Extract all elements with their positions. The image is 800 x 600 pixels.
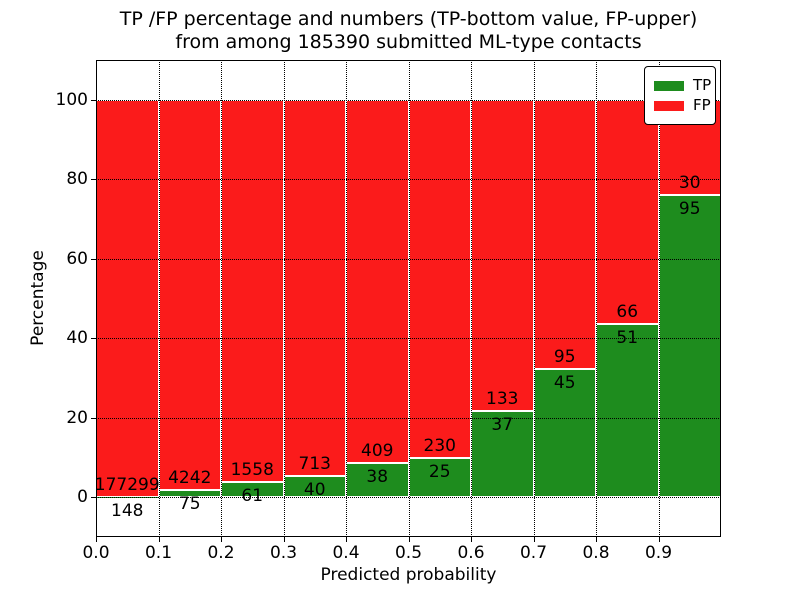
y-tick-mark xyxy=(91,258,96,260)
gridline-vertical xyxy=(596,60,597,537)
fp-count-label: 4242 xyxy=(168,468,212,489)
gridline-vertical xyxy=(283,60,285,537)
legend-label-fp: FP xyxy=(693,96,711,114)
x-tick-mark xyxy=(471,537,472,542)
fp-bar-segment xyxy=(596,99,659,324)
x-tick-mark xyxy=(408,537,410,542)
legend-item-tp: TP xyxy=(654,77,711,94)
x-tick-label: 0.2 xyxy=(207,543,235,563)
tp-count-label: 45 xyxy=(553,373,576,394)
chart-title: TP /FP percentage and numbers (TP-bottom… xyxy=(96,8,721,54)
y-tick-label: 100 xyxy=(55,89,88,110)
x-axis-label: Predicted probability xyxy=(320,565,497,585)
x-tick-label: 0.3 xyxy=(269,543,298,563)
fp-bar-segment xyxy=(471,99,534,411)
fp-bar-segment xyxy=(408,99,471,459)
y-tick-mark xyxy=(91,338,96,340)
chart-title-line2: from among 185390 submitted ML-type cont… xyxy=(175,31,642,53)
x-tick-mark xyxy=(533,537,535,542)
x-tick-label: 0.5 xyxy=(394,543,423,563)
legend-label-tp: TP xyxy=(693,76,712,94)
fp-bar-segment xyxy=(158,99,221,491)
x-tick-mark xyxy=(346,537,347,542)
x-tick-label: 0.4 xyxy=(332,543,360,563)
tp-color-swatch xyxy=(654,80,684,91)
gridline-vertical xyxy=(221,60,222,537)
tp-count-label: 51 xyxy=(616,327,639,348)
y-tick-label: 0 xyxy=(77,487,88,508)
x-tick-mark xyxy=(158,537,160,542)
gridline-vertical xyxy=(408,60,410,537)
fp-count-label: 409 xyxy=(361,441,394,462)
x-tick-label: 0.6 xyxy=(457,543,485,563)
fp-bar-segment xyxy=(346,99,409,464)
fp-count-label: 95 xyxy=(553,347,576,368)
fp-bar-segment xyxy=(283,99,346,477)
x-tick-label: 0.9 xyxy=(644,543,673,563)
x-tick-label: 0.0 xyxy=(82,543,110,563)
tp-count-label: 37 xyxy=(491,414,514,435)
x-tick-mark xyxy=(596,537,597,542)
fp-count-label: 713 xyxy=(298,454,331,475)
gridline-vertical xyxy=(533,60,535,537)
gridline-vertical xyxy=(471,60,472,537)
fp-count-label: 30 xyxy=(678,173,701,194)
tp-count-label: 148 xyxy=(111,500,144,521)
fp-color-swatch xyxy=(654,100,684,111)
y-tick-mark xyxy=(91,497,96,499)
y-tick-label: 80 xyxy=(66,169,88,190)
y-tick-label: 20 xyxy=(66,407,88,428)
fp-count-label: 66 xyxy=(616,301,639,322)
legend-item-fp: FP xyxy=(654,97,711,114)
fp-count-label: 133 xyxy=(486,388,519,409)
x-tick-mark xyxy=(96,537,97,542)
gridline-vertical xyxy=(658,60,660,537)
tp-count-label: 95 xyxy=(678,199,701,220)
fp-count-label: 1558 xyxy=(230,460,274,481)
tp-count-label: 38 xyxy=(366,467,389,488)
tp-count-label: 61 xyxy=(241,486,264,507)
tp-count-label: 40 xyxy=(303,480,326,501)
y-tick-label: 60 xyxy=(66,248,88,269)
tp-count-label: 75 xyxy=(178,494,201,515)
x-tick-label: 0.7 xyxy=(519,543,548,563)
x-tick-mark xyxy=(283,537,285,542)
y-tick-mark xyxy=(91,179,96,181)
gridline-vertical xyxy=(158,60,160,537)
y-tick-mark xyxy=(91,417,96,419)
fp-count-label: 230 xyxy=(423,436,456,457)
y-tick-label: 40 xyxy=(66,328,88,349)
tp-bar-segment xyxy=(533,369,596,498)
fp-count-label: 177299 xyxy=(94,474,160,495)
chart-title-line1: TP /FP percentage and numbers (TP-bottom… xyxy=(119,8,698,30)
tp-count-label: 25 xyxy=(428,462,451,483)
x-tick-label: 0.8 xyxy=(582,543,610,563)
tp-bar-segment xyxy=(408,458,471,498)
gridline-vertical xyxy=(346,60,347,537)
legend: TP FP xyxy=(644,66,716,125)
x-tick-mark xyxy=(658,537,660,542)
x-tick-mark xyxy=(221,537,222,542)
x-tick-label: 0.1 xyxy=(144,543,173,563)
y-tick-mark xyxy=(91,99,96,101)
